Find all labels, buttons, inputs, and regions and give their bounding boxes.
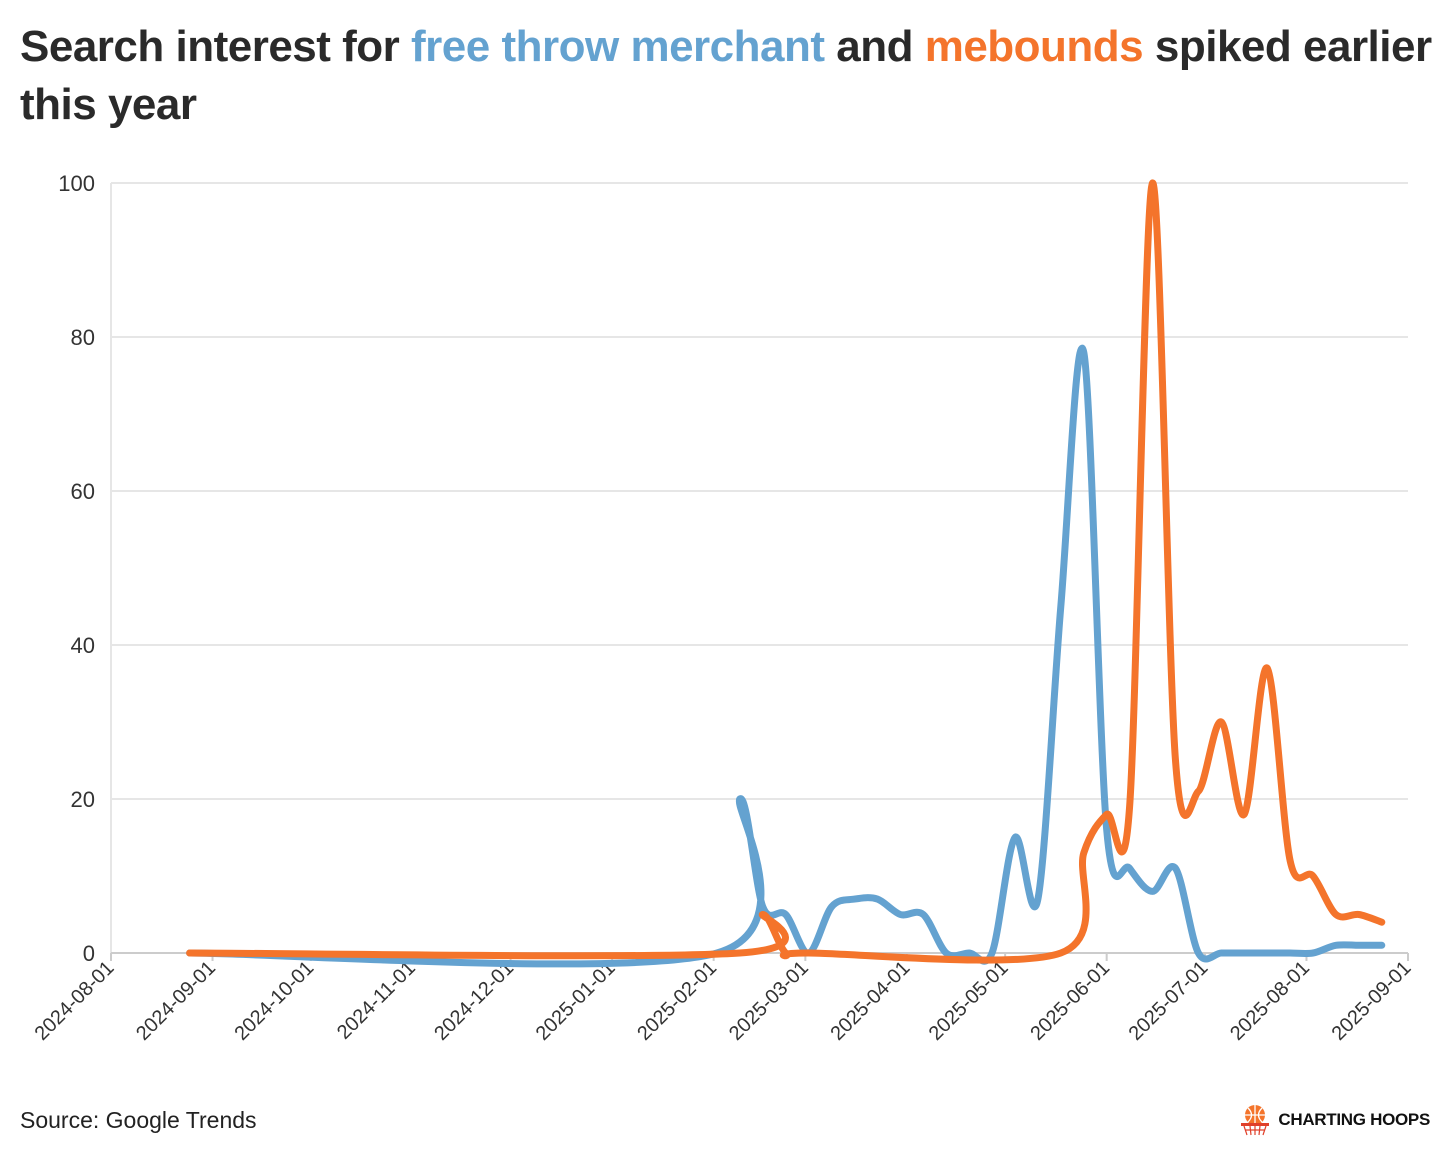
x-tick-label: 2025-01-01 [532,957,620,1045]
x-axis: 2024-08-01 2024-09-01 2024-10-01 2024-11-01… [31,952,1416,1045]
basketball-hoop-icon [1241,1105,1270,1136]
x-tick-label: 2025-08-01 [1226,957,1314,1045]
x-tick-label: 2025-09-01 [1328,957,1416,1045]
y-tick-label: 60 [71,479,95,504]
x-tick-label: 2024-09-01 [132,957,220,1045]
y-tick-label: 80 [71,325,95,350]
brand-logo: CHARTING HOOPS [1238,1104,1430,1136]
title-series-1: free throw merchant [411,22,825,71]
series-line-mebounds [186,179,1386,964]
y-tick-label: 0 [83,941,95,966]
source-note: Source: Google Trends [20,1107,257,1133]
title-series-2: mebounds [924,22,1144,71]
title-part-3: spiked earlier this year [20,22,1432,129]
series-line-free-throw-merchant [186,345,1386,968]
y-tick-label: 40 [71,633,95,658]
x-tick-label: 2025-07-01 [1125,957,1213,1045]
series-lines [186,179,1386,968]
y-tick-label: 20 [71,787,95,812]
gridlines [111,182,1408,954]
brand-name: CHARTING HOOPS [1278,1110,1430,1129]
chart-title: Search interest for free throw merchant … [20,18,1440,134]
x-tick-label: 2025-06-01 [1026,957,1114,1045]
x-tick-label: 2024-08-01 [31,957,119,1045]
x-tick-label: 2025-04-01 [827,957,915,1045]
title-part-1: Search interest for [20,22,412,71]
x-tick-label: 2025-05-01 [925,957,1013,1045]
y-tick-label: 100 [58,171,95,196]
title-part-2: and [824,22,925,71]
x-tick-label: 2025-03-01 [725,957,813,1045]
x-tick-label: 2024-10-01 [230,957,318,1045]
x-tick-label: 2024-12-01 [430,957,518,1045]
x-tick-label: 2025-02-01 [633,957,721,1045]
y-axis: 0 20 40 60 80 100 [58,171,112,966]
line-chart: 0 20 40 60 80 100 2024-08-01 2024-09-01 2024-10… [31,171,1416,1045]
x-tick-label: 2024-11-01 [333,957,420,1044]
